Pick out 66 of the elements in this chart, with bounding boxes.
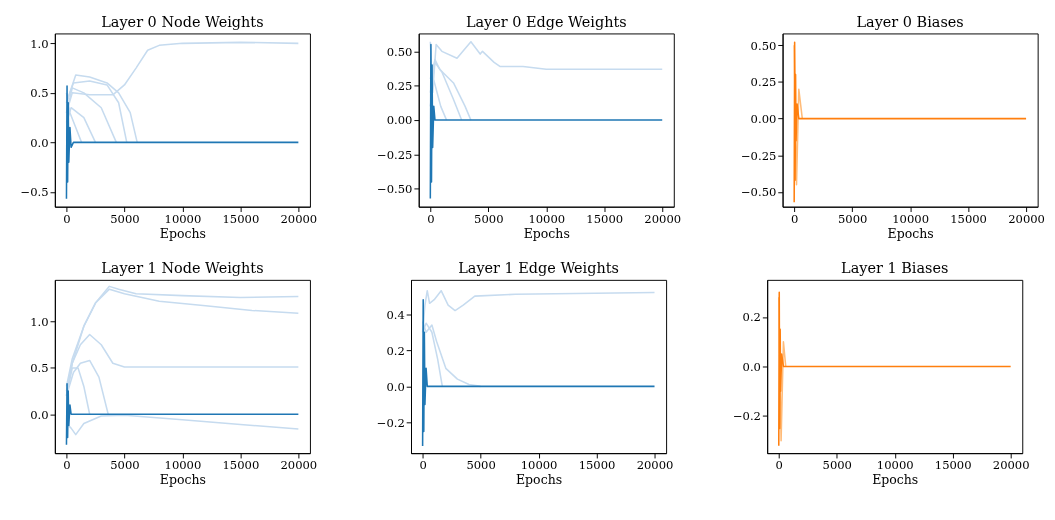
y-tick-label: 0.5 bbox=[30, 86, 49, 101]
y-tick-label: −0.2 bbox=[376, 415, 405, 430]
y-tick-label: 0.25 bbox=[750, 75, 777, 90]
y-tick-label: −0.2 bbox=[732, 409, 761, 424]
y-tick-label: 0.50 bbox=[750, 38, 777, 53]
chart-title: Layer 1 Edge Weights bbox=[458, 260, 619, 277]
y-tick-label: 0.00 bbox=[386, 113, 413, 128]
y-tick-label: 0.0 bbox=[30, 407, 49, 422]
x-tick-label: 5000 bbox=[474, 211, 504, 226]
x-tick-label: 20000 bbox=[280, 211, 318, 226]
y-tick-label: −0.5 bbox=[20, 185, 49, 200]
y-tick-label: 1.0 bbox=[30, 314, 49, 329]
y-tick-label: 0.0 bbox=[742, 359, 761, 374]
x-tick-label: 0 bbox=[419, 458, 427, 473]
x-tick-label: 20000 bbox=[636, 458, 674, 473]
y-tick-label: 0.0 bbox=[30, 135, 49, 150]
x-tick-label: 10000 bbox=[164, 211, 202, 226]
x-axis-title: Epochs bbox=[887, 226, 934, 242]
x-tick-label: 0 bbox=[427, 211, 435, 226]
x-tick-label: 20000 bbox=[992, 458, 1030, 473]
x-tick-label: 0 bbox=[775, 458, 783, 473]
chart-title: Layer 0 Biases bbox=[856, 13, 964, 30]
y-tick-label: 0.0 bbox=[386, 379, 405, 394]
x-tick-label: 0 bbox=[63, 458, 71, 473]
y-tick-label: −0.50 bbox=[740, 185, 777, 200]
x-tick-label: 10000 bbox=[520, 458, 558, 473]
y-tick-label: 0.2 bbox=[386, 343, 405, 358]
y-tick-label: 0.00 bbox=[750, 111, 777, 126]
x-tick-label: 15000 bbox=[578, 458, 616, 473]
x-tick-label: 15000 bbox=[222, 458, 260, 473]
y-tick-label: 0.5 bbox=[30, 361, 49, 376]
x-tick-label: 15000 bbox=[934, 458, 972, 473]
y-tick-label: 1.0 bbox=[30, 36, 49, 51]
x-tick-label: 20000 bbox=[280, 458, 318, 473]
x-axis-title: Epochs bbox=[159, 226, 206, 242]
x-tick-label: 15000 bbox=[222, 211, 260, 226]
chart-title: Layer 1 Node Weights bbox=[101, 260, 264, 277]
x-tick-label: 5000 bbox=[837, 211, 868, 226]
chart-title: Layer 0 Node Weights bbox=[101, 13, 264, 30]
x-axis-title: Epochs bbox=[159, 472, 206, 488]
x-tick-label: 0 bbox=[63, 211, 71, 226]
y-tick-label: 0.50 bbox=[386, 44, 413, 59]
x-tick-label: 20000 bbox=[644, 211, 682, 226]
y-tick-label: 0.25 bbox=[386, 79, 413, 94]
y-tick-label: −0.25 bbox=[377, 147, 413, 162]
chart-title: Layer 0 Edge Weights bbox=[465, 13, 627, 30]
y-tick-label: 0.4 bbox=[386, 307, 405, 322]
x-tick-label: 15000 bbox=[950, 211, 987, 226]
y-tick-label: −0.25 bbox=[740, 148, 777, 163]
x-axis-title: Epochs bbox=[872, 472, 919, 488]
x-tick-label: 20000 bbox=[1008, 211, 1045, 226]
x-tick-label: 10000 bbox=[876, 458, 914, 473]
x-tick-label: 10000 bbox=[528, 211, 566, 226]
x-tick-label: 5000 bbox=[110, 211, 140, 226]
x-axis-title: Epochs bbox=[515, 472, 563, 488]
y-tick-label: −0.50 bbox=[377, 182, 413, 197]
x-tick-label: 5000 bbox=[822, 458, 852, 473]
chart-title: Layer 1 Biases bbox=[841, 260, 949, 277]
y-tick-label: 0.2 bbox=[742, 310, 761, 325]
x-tick-label: 5000 bbox=[466, 458, 496, 473]
x-tick-label: 0 bbox=[790, 211, 799, 226]
x-axis-title: Epochs bbox=[523, 226, 570, 242]
x-tick-label: 10000 bbox=[892, 211, 929, 226]
x-tick-label: 5000 bbox=[110, 458, 140, 473]
x-tick-label: 10000 bbox=[164, 458, 202, 473]
x-tick-label: 15000 bbox=[586, 211, 624, 226]
